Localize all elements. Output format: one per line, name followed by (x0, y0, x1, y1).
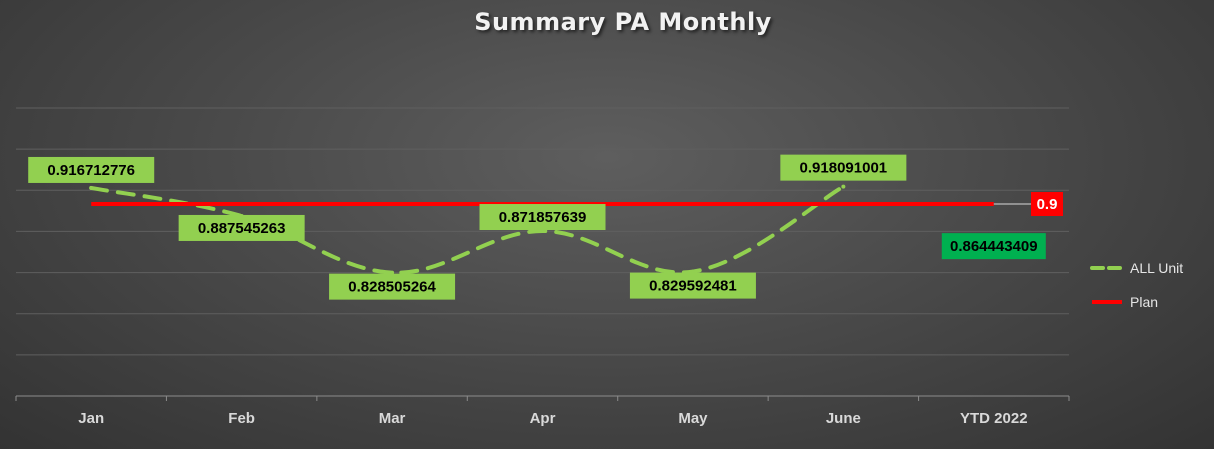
data-label-value: 0.916712776 (47, 162, 135, 179)
ytd-annotation-box (941, 233, 1046, 260)
x-tick-label: June (826, 410, 861, 427)
legend-item: Plan (1092, 294, 1158, 310)
x-tick-label: Feb (228, 410, 255, 427)
data-label: 0.828505264 (329, 273, 456, 300)
data-label-box (329, 273, 456, 300)
data-label: 0.871857639 (479, 204, 606, 231)
chart-title: Summary PA Monthly (474, 8, 772, 36)
data-label-value: 0.828505264 (348, 279, 436, 296)
data-label-box (28, 156, 155, 183)
series-all-unit-point (841, 184, 846, 189)
plan-end-label-value: 0.9 (1037, 196, 1058, 213)
data-label: 0.916712776 (28, 156, 155, 183)
x-tick-label: Apr (530, 410, 556, 427)
data-label-value: 0.871857639 (499, 209, 587, 226)
legend-label: Plan (1130, 294, 1158, 310)
legend-label: ALL Unit (1130, 260, 1183, 276)
data-label-value: 0.829592481 (649, 278, 737, 295)
plan-end-label: 0.9 (1031, 192, 1063, 216)
x-tick-label: Jan (78, 410, 104, 427)
data-label: 0.829592481 (629, 272, 756, 299)
data-label: 0.887545263 (178, 214, 305, 241)
data-label-box (780, 154, 907, 181)
data-label-box (629, 272, 756, 299)
legend: ALL Unit Plan (1090, 260, 1183, 310)
data-label-box (178, 214, 305, 241)
x-tick-label: Mar (379, 410, 406, 427)
legend-item: ALL Unit (1090, 260, 1183, 276)
series-all-unit-line (89, 184, 846, 275)
data-label-value: 0.918091001 (800, 160, 888, 177)
series-all-unit-point (89, 185, 94, 190)
data-label-value: 0.887545263 (198, 220, 286, 237)
ytd-annotation: 0.864443409 (941, 233, 1046, 260)
x-tick-label: YTD 2022 (960, 410, 1028, 427)
ytd-annotation-value: 0.864443409 (950, 238, 1038, 255)
data-label-box (479, 204, 606, 231)
x-tick-label: May (678, 410, 708, 427)
data-label: 0.918091001 (780, 154, 907, 181)
plan-end-label-box (1031, 192, 1063, 216)
